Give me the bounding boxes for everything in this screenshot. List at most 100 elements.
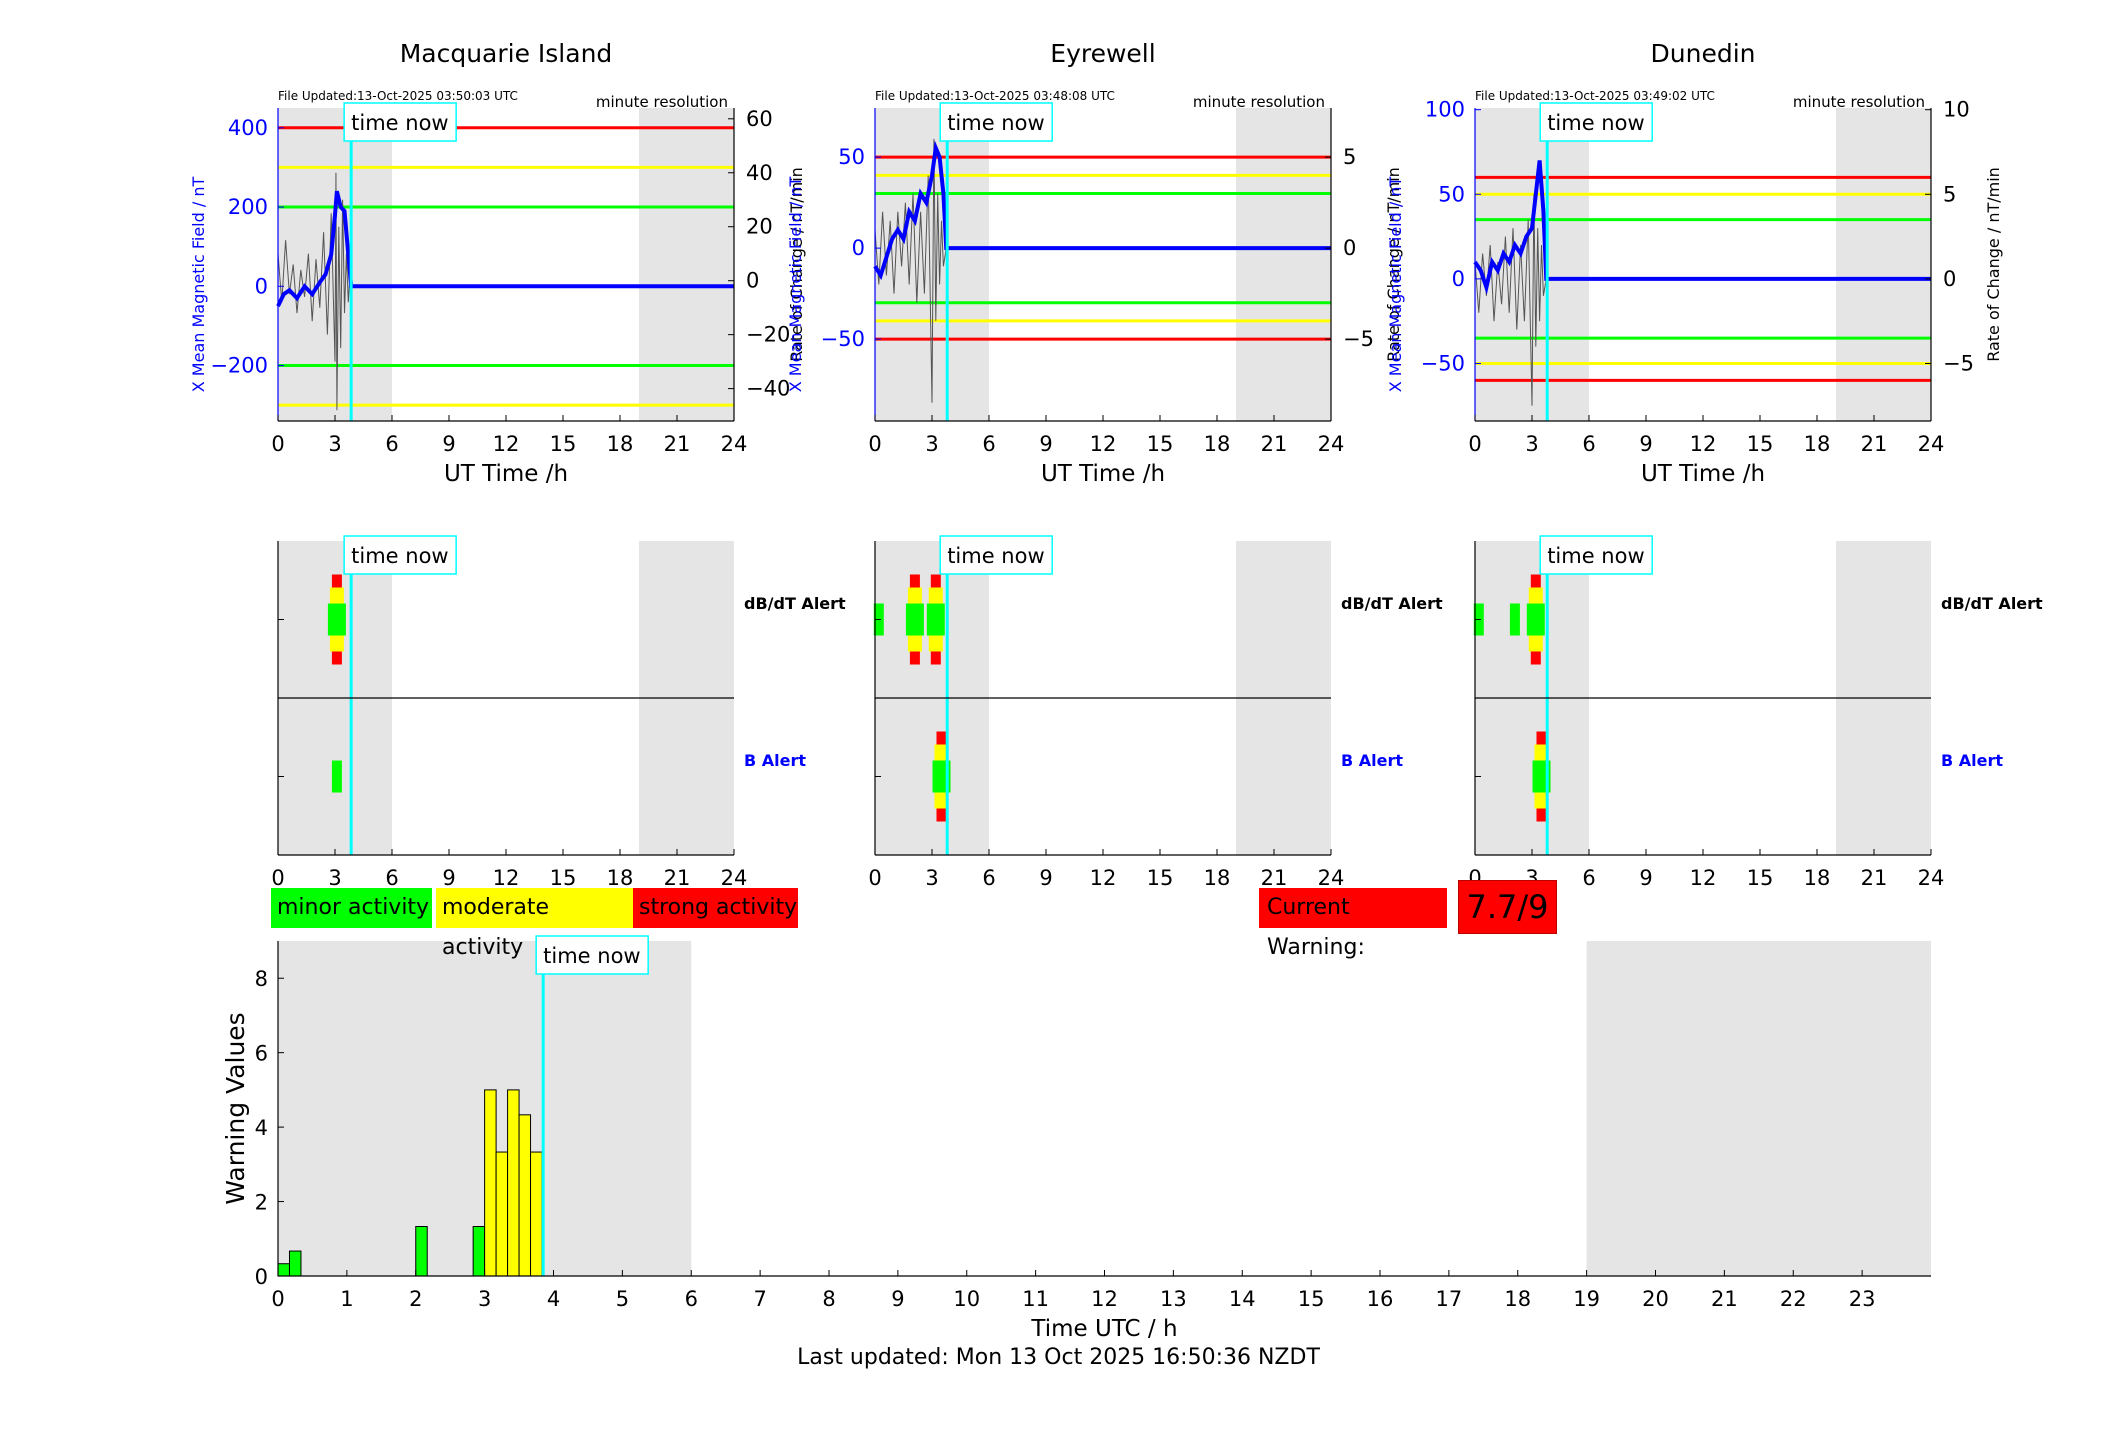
x-tick-label: 15 (550, 866, 577, 890)
x-tick-label: 21 (1711, 1287, 1738, 1311)
x-tick-label: 24 (1318, 866, 1345, 890)
alert-segment-minor (1526, 603, 1545, 636)
warning-bar-minor (415, 1225, 428, 1277)
x-tick-label: 21 (1861, 432, 1888, 456)
warning-bar-moderate (518, 1114, 532, 1277)
legend-minor: minor activity (271, 888, 432, 928)
time-now-label: time now (1547, 111, 1644, 135)
x-tick-label: 21 (1261, 432, 1288, 456)
alert-segment-minor (926, 603, 945, 636)
x-tick-label: 3 (1525, 432, 1538, 456)
x-tick-label: 21 (1261, 866, 1288, 890)
alert-panel-1: time now 0 3 6 9 12 15 18 21 24 dB/dT Alert B Alert (868, 535, 1443, 890)
x-tick-label: 15 (1298, 1287, 1325, 1311)
row-label-b: B Alert (1341, 751, 1403, 770)
y-tick-label-left: 50 (838, 145, 865, 169)
alert-segment-minor (1509, 603, 1520, 636)
y-axis-label-left: X Mean Magnetic Field / nT (786, 177, 805, 393)
x-tick-label: 18 (1804, 866, 1831, 890)
x-tick-label: 20 (1642, 1287, 1669, 1311)
x-tick-label: 4 (547, 1287, 560, 1311)
y-tick-label-right: −5 (1343, 327, 1374, 351)
x-tick-label: 0 (868, 866, 881, 890)
y-tick-label: 6 (255, 1042, 268, 1066)
x-tick-label: 6 (982, 432, 995, 456)
x-tick-label: 12 (1091, 1287, 1118, 1311)
y-tick-label-right: 0 (1943, 267, 1956, 291)
station-title: Macquarie Island (400, 39, 613, 68)
y-tick-label-left: 0 (852, 236, 865, 260)
y-tick-label: 8 (255, 967, 268, 991)
x-tick-label: 0 (1468, 432, 1481, 456)
x-tick-label: 18 (1804, 432, 1831, 456)
row-label-b: B Alert (744, 751, 806, 770)
alert-marker-strong (905, 574, 924, 665)
time-now-label: time now (543, 944, 640, 968)
x-tick-label: 12 (1090, 432, 1117, 456)
x-tick-label: 1 (340, 1287, 353, 1311)
x-tick-label: 18 (607, 432, 634, 456)
x-tick-label: 6 (385, 432, 398, 456)
warning-bar-minor (288, 1250, 302, 1277)
x-tick-label: 5 (616, 1287, 629, 1311)
y-tick-label-right: 5 (1943, 182, 1956, 206)
x-tick-label: 6 (385, 866, 398, 890)
x-tick-label: 9 (1639, 866, 1652, 890)
x-tick-label: 24 (1918, 866, 1945, 890)
y-tick-label-right: 60 (746, 107, 773, 131)
warning-bar-moderate (495, 1151, 509, 1277)
x-tick-label: 7 (753, 1287, 766, 1311)
x-tick-label: 12 (1690, 432, 1717, 456)
x-tick-label: 9 (442, 432, 455, 456)
x-tick-label: 9 (891, 1287, 904, 1311)
y-axis-label: Warning Values (221, 1012, 250, 1204)
x-tick-label: 18 (1204, 866, 1231, 890)
x-tick-label: 6 (685, 1287, 698, 1311)
y-tick-label-right: 10 (1943, 98, 1970, 122)
x-axis-label: UT Time /h (1641, 461, 1765, 487)
x-tick-label: 9 (1039, 866, 1052, 890)
y-tick-label-right: 40 (746, 161, 773, 185)
mean-field-line (1473, 160, 1931, 295)
x-tick-label: 24 (721, 866, 748, 890)
x-tick-label: 15 (1747, 432, 1774, 456)
y-tick-label-left: 100 (1425, 98, 1465, 122)
file-updated-label: File Updated:13-Oct-2025 03:50:03 UTC (278, 89, 518, 103)
x-tick-label: 6 (1582, 866, 1595, 890)
row-label-dbdt: dB/dT Alert (1941, 594, 2043, 613)
legend-strong: strong activity (633, 888, 798, 928)
time-now-label: time now (1547, 544, 1644, 568)
station-title: Dunedin (1651, 39, 1756, 68)
x-tick-label: 15 (1747, 866, 1774, 890)
time-now-label: time now (947, 111, 1044, 135)
y-tick-label-left: −50 (821, 327, 865, 351)
alert-segment-minor (331, 760, 342, 793)
time-now-box (939, 535, 1053, 575)
rate-of-change-line (874, 138, 947, 403)
y-tick-label: 2 (255, 1191, 268, 1215)
alert-marker-strong (1526, 574, 1545, 665)
y-axis-label-right: Rate of Change / nT/min (1984, 167, 2003, 362)
x-tick-label: 3 (328, 866, 341, 890)
x-tick-label: 11 (1022, 1287, 1049, 1311)
alert-panel-0: time now 0 3 6 9 12 15 18 21 24 dB/dT Alert B Alert (271, 535, 846, 890)
resolution-label: minute resolution (1193, 93, 1325, 111)
y-tick-label-left: −200 (210, 354, 268, 378)
x-tick-label: 18 (1204, 432, 1231, 456)
current-warning-value: 7.7/9 (1458, 880, 1557, 934)
row-label-dbdt: dB/dT Alert (744, 594, 846, 613)
time-now-box (1539, 102, 1653, 142)
time-now-box (1539, 535, 1653, 575)
y-axis-label-right: Rate of Change / nT/min (1384, 167, 1403, 362)
alert-marker-minor (1509, 603, 1520, 636)
x-tick-label: 21 (664, 866, 691, 890)
x-tick-label: 19 (1573, 1287, 1600, 1311)
alert-segment-minor (905, 603, 924, 636)
time-now-label: time now (351, 111, 448, 135)
y-axis-label-left: X Mean Magnetic Field / nT (1386, 177, 1405, 393)
